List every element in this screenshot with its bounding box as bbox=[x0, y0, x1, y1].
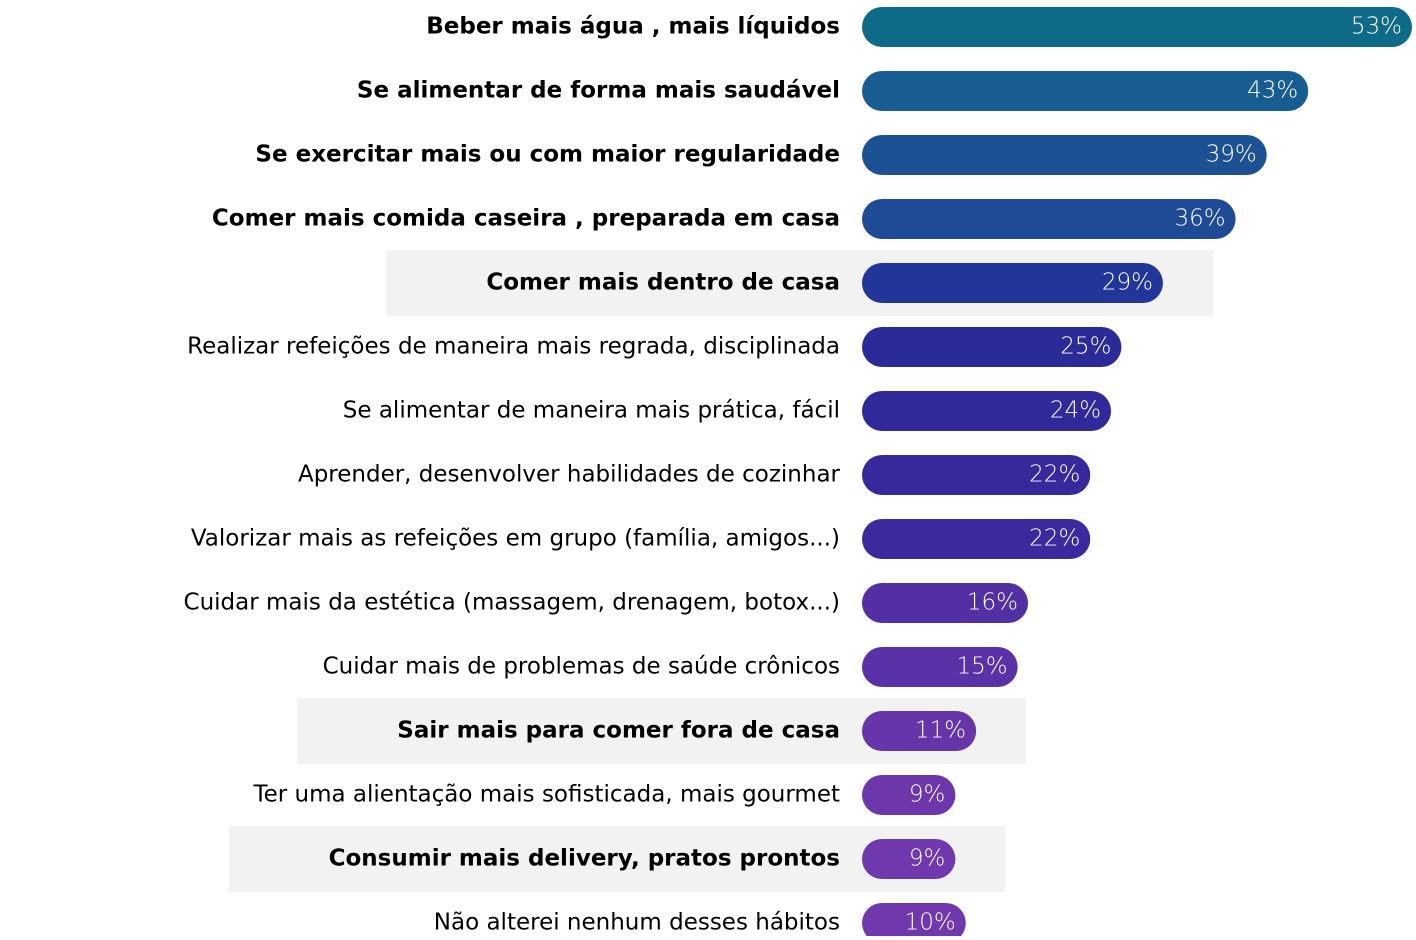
bar bbox=[862, 903, 966, 940]
value-label: 10% bbox=[905, 910, 956, 936]
category-label: Se alimentar de maneira mais prática, fá… bbox=[343, 398, 840, 424]
value-label: 11% bbox=[915, 718, 966, 744]
category-label: Aprender, desenvolver habilidades de coz… bbox=[298, 462, 841, 488]
category-label: Comer mais comida caseira , preparada em… bbox=[212, 206, 840, 232]
value-label: 9% bbox=[909, 782, 946, 808]
category-label: Consumir mais delivery, pratos prontos bbox=[329, 846, 840, 872]
value-label: 39% bbox=[1206, 142, 1257, 168]
category-label: Não alterei nenhum desses hábitos bbox=[434, 910, 840, 936]
value-label: 36% bbox=[1174, 206, 1225, 232]
category-label: Realizar refeições de maneira mais regra… bbox=[187, 334, 840, 360]
bar bbox=[862, 455, 1091, 495]
bar bbox=[862, 199, 1236, 239]
bar bbox=[862, 263, 1163, 303]
bar bbox=[862, 647, 1018, 687]
value-label: 25% bbox=[1060, 334, 1111, 360]
value-label: 22% bbox=[1029, 462, 1080, 488]
category-label: Ter uma alientação mais sofisticada, mai… bbox=[252, 782, 840, 808]
category-label: Se exercitar mais ou com maior regularid… bbox=[255, 142, 840, 168]
bar bbox=[862, 7, 1412, 47]
value-label: 24% bbox=[1050, 398, 1101, 424]
bar bbox=[862, 775, 956, 815]
category-label: Cuidar mais de problemas de saúde crônic… bbox=[323, 654, 840, 680]
value-label: 9% bbox=[909, 846, 946, 872]
category-label: Beber mais água , mais líquidos bbox=[426, 14, 840, 40]
value-label: 22% bbox=[1029, 526, 1080, 552]
bar bbox=[862, 711, 977, 751]
bar bbox=[862, 327, 1122, 367]
value-label: 16% bbox=[967, 590, 1018, 616]
value-label: 43% bbox=[1247, 78, 1298, 104]
category-label: Comer mais dentro de casa bbox=[486, 270, 840, 296]
category-label: Cuidar mais da estética (massagem, drena… bbox=[184, 590, 840, 616]
value-label: 53% bbox=[1351, 14, 1402, 40]
value-label: 15% bbox=[957, 654, 1008, 680]
bar bbox=[862, 839, 956, 879]
bar bbox=[862, 71, 1309, 111]
bar bbox=[862, 135, 1267, 175]
bar bbox=[862, 391, 1112, 431]
category-label: Se alimentar de forma mais saudável bbox=[357, 78, 840, 104]
bar bbox=[862, 519, 1091, 559]
value-label: 29% bbox=[1102, 270, 1153, 296]
bar bbox=[862, 583, 1029, 623]
category-label: Valorizar mais as refeições em grupo (fa… bbox=[191, 526, 840, 552]
category-label: Sair mais para comer fora de casa bbox=[397, 718, 840, 744]
